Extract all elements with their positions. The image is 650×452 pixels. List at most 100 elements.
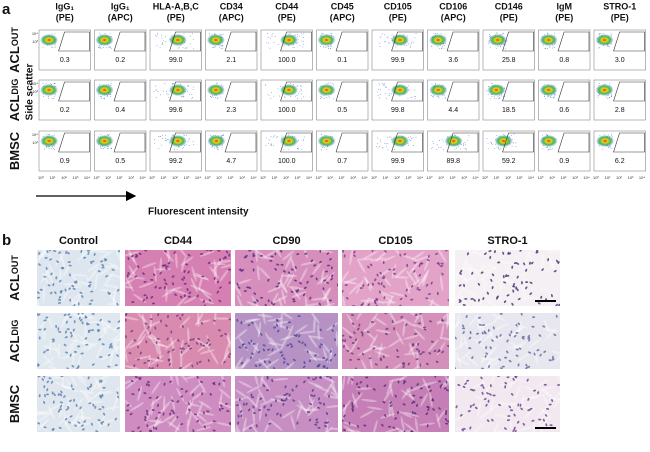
event-dot: [379, 146, 380, 147]
x-tick-label: 10³: [572, 175, 578, 180]
event-dot: [431, 46, 432, 47]
event-dot: [410, 46, 411, 47]
event-dot: [321, 150, 322, 151]
column-subheader: (APC): [330, 12, 355, 22]
percentage: 0.2: [60, 107, 70, 114]
event-dot: [267, 94, 268, 95]
percentage: 100.0: [278, 107, 296, 114]
column-subheader: (PE): [389, 12, 407, 22]
micrograph-content: [232, 243, 339, 313]
percentage: 0.6: [559, 107, 569, 114]
x-tick-label: 10¹: [105, 175, 111, 180]
column-subheader: (APC): [219, 12, 244, 22]
event-dot: [188, 85, 189, 86]
event-dot: [223, 134, 224, 135]
event-dot: [193, 144, 194, 145]
event-dot: [500, 46, 501, 47]
event-dot: [444, 48, 445, 49]
cell-cluster: [40, 135, 58, 147]
event-dot: [46, 83, 47, 84]
event-dot: [552, 48, 553, 49]
event-dot: [184, 145, 185, 146]
event-dot: [178, 48, 179, 49]
event-dot: [552, 148, 553, 149]
event-dot: [299, 45, 300, 46]
event-dot: [598, 95, 599, 96]
event-dot: [103, 148, 104, 149]
event-dot: [432, 96, 433, 97]
event-dot: [443, 149, 444, 150]
event-dot: [53, 98, 54, 99]
event-dot: [270, 38, 271, 39]
event-dot: [271, 145, 272, 146]
event-dot: [273, 145, 274, 146]
event-dot: [193, 49, 194, 50]
event-dot: [158, 91, 159, 92]
event-dot: [297, 86, 298, 87]
cell-cluster: [487, 84, 505, 96]
event-dot: [496, 33, 497, 34]
event-dot: [272, 34, 273, 35]
event-dot: [189, 138, 190, 139]
event-dot: [100, 96, 101, 97]
event-dot: [413, 137, 414, 138]
x-tick-label: 10²: [283, 175, 289, 180]
event-dot: [602, 149, 603, 150]
event-dot: [414, 37, 415, 38]
event-dot: [276, 137, 277, 138]
event-dot: [545, 48, 546, 49]
event-dot: [168, 94, 169, 95]
percentage: 99.8: [391, 107, 405, 114]
event-dot: [377, 138, 378, 139]
event-dot: [444, 45, 445, 46]
event-dot: [383, 84, 384, 85]
event-dot: [192, 97, 193, 98]
event-dot: [491, 143, 492, 144]
event-dot: [434, 33, 435, 34]
event-dot: [222, 135, 223, 136]
column-header: IgG₁: [55, 1, 74, 11]
x-tick-label: 10³: [295, 175, 301, 180]
event-dot: [547, 147, 548, 148]
event-dot: [321, 134, 322, 135]
event-dot: [610, 83, 611, 84]
event-dot: [267, 33, 268, 34]
micrograph-bg: [342, 250, 449, 306]
event-dot: [456, 148, 457, 149]
percentage: 89.8: [446, 158, 460, 165]
event-dot: [193, 87, 194, 88]
event-dot: [413, 42, 414, 43]
event-dot: [410, 137, 411, 138]
row-label: ACLDIG: [7, 320, 22, 363]
x-tick-label: 10³: [184, 175, 190, 180]
cell-cluster: [207, 135, 225, 147]
event-dot: [438, 46, 439, 47]
percentage: 2.8: [615, 107, 625, 114]
event-dot: [215, 33, 216, 34]
event-dot: [431, 95, 432, 96]
x-tick-label: 10⁴: [139, 175, 145, 180]
row-label-sub: OUT: [10, 255, 20, 275]
event-dot: [388, 42, 389, 43]
event-dot: [162, 44, 163, 45]
event-dot: [162, 43, 163, 44]
event-dot: [441, 33, 442, 34]
event-dot: [211, 147, 212, 148]
event-dot: [157, 34, 158, 35]
event-dot: [303, 44, 304, 45]
column-subheader: (PE): [56, 12, 74, 22]
x-tick-label: 10³: [73, 175, 79, 180]
x-axis-label: Fluorescent intensity: [148, 207, 249, 218]
event-dot: [160, 136, 161, 137]
event-dot: [380, 140, 381, 141]
event-dot: [301, 86, 302, 87]
column-header: HLA-A,B,C: [153, 1, 199, 11]
event-dot: [323, 47, 324, 48]
x-tick-label: 10²: [61, 175, 67, 180]
micrograph-bg: [235, 376, 338, 432]
event-dot: [290, 96, 291, 97]
event-dot: [298, 93, 299, 94]
event-dot: [439, 140, 440, 141]
event-dot: [156, 97, 157, 98]
x-tick-label: 10⁰: [371, 175, 377, 180]
